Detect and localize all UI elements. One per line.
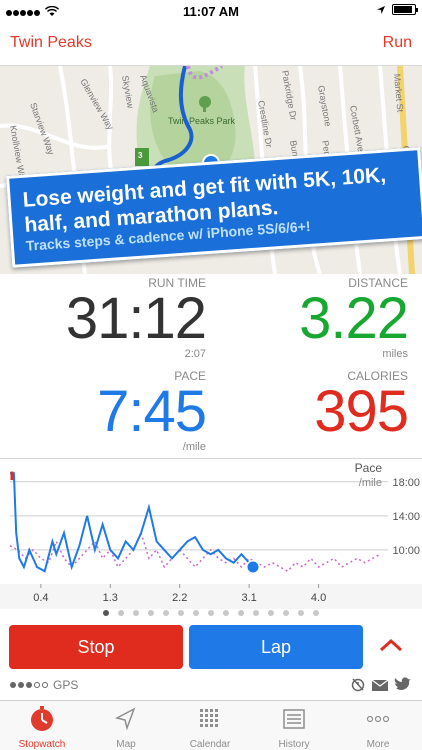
tab-calendar[interactable]: Calendar	[168, 705, 252, 750]
wifi-icon	[45, 6, 59, 16]
chart-title: Pace	[355, 461, 383, 475]
target-pace-series-line	[9, 530, 381, 573]
chart-unit: /mile	[359, 477, 382, 489]
distance-label: DISTANCE	[348, 276, 408, 290]
run-type-button[interactable]: Run	[382, 34, 412, 51]
mile-marker	[135, 148, 149, 166]
tab-label: History	[278, 739, 310, 750]
signal-indicator	[6, 4, 59, 19]
park-label: Twin Peaks Park	[168, 116, 236, 126]
x-tick-label: 3.1	[241, 592, 256, 604]
y-tick-label: 10:00	[392, 545, 420, 557]
page-dot[interactable]	[298, 610, 304, 616]
pace-unit: /mile	[182, 441, 206, 453]
tab-label: Map	[116, 739, 136, 750]
history-icon	[283, 709, 305, 729]
run-time-label: RUN TIME	[148, 276, 206, 290]
pace-chart[interactable]: 18:00 14:00 10:00 Pace/mile 0.4 1.3 2.2 3.1 4.0	[0, 458, 422, 609]
page-dot[interactable]	[178, 610, 184, 616]
battery-icon	[392, 4, 418, 15]
page-dot[interactable]	[193, 610, 199, 616]
run-time-stat[interactable]: RUN TIME 31:12 2:07	[60, 276, 207, 360]
tab-history[interactable]: History	[252, 705, 336, 750]
page-indicator[interactable]	[0, 610, 422, 622]
park-tree-icon	[199, 96, 211, 108]
route-title-button[interactable]: Twin Peaks	[10, 34, 92, 51]
status-bar: 11:07 AM	[0, 0, 422, 22]
pace-stat[interactable]: PACE 7:45 /mile	[60, 369, 207, 453]
distance-unit: miles	[382, 348, 408, 360]
page-dot[interactable]	[163, 610, 169, 616]
calories-value: 395	[314, 379, 409, 444]
location-arrow-icon	[377, 5, 385, 14]
distance-stat[interactable]: DISTANCE 3.22 miles	[270, 276, 409, 360]
tab-label: Stopwatch	[18, 739, 66, 750]
stop-button[interactable]: Stop	[9, 625, 183, 669]
page-dot[interactable]	[223, 610, 229, 616]
page-dot[interactable]	[133, 610, 139, 616]
tab-map[interactable]: Map	[84, 705, 168, 750]
map-arrow-icon	[114, 707, 136, 731]
tab-label: More	[366, 739, 390, 750]
nav-bar: Twin Peaks Run	[0, 22, 422, 66]
timer-off-icon[interactable]	[350, 676, 366, 692]
status-time: 11:07 AM	[183, 4, 239, 19]
street-label: Market St	[392, 73, 405, 113]
x-tick-label: 4.0	[311, 592, 326, 604]
page-dot[interactable]	[103, 610, 109, 616]
email-icon[interactable]	[371, 676, 389, 692]
tab-bar: Stopwatch Map Calendar History More	[0, 700, 422, 750]
page-dot[interactable]	[148, 610, 154, 616]
x-tick-label: 1.3	[103, 592, 118, 604]
run-time-value: 31:12	[65, 286, 207, 351]
gps-status: GPS	[10, 678, 78, 692]
lap-time-value: 2:07	[184, 348, 206, 360]
chevron-up-icon[interactable]	[378, 636, 404, 656]
distance-value: 3.22	[299, 286, 409, 351]
tab-label: Calendar	[189, 739, 231, 750]
signal-dots-icon	[6, 4, 41, 19]
y-tick-label: 18:00	[392, 477, 420, 489]
page-dot[interactable]	[268, 610, 274, 616]
current-point	[247, 561, 259, 573]
x-tick-label: 0.4	[33, 592, 48, 604]
pace-label: PACE	[174, 369, 206, 383]
tab-more[interactable]: More	[336, 705, 420, 750]
more-icon	[366, 715, 390, 723]
page-dot[interactable]	[208, 610, 214, 616]
y-tick-label: 14:00	[392, 511, 420, 523]
page-dot[interactable]	[238, 610, 244, 616]
x-tick-label: 2.2	[172, 592, 187, 604]
x-axis-band	[0, 584, 422, 609]
calendar-icon	[200, 709, 218, 727]
pace-series-line	[10, 472, 254, 573]
svg-text:3: 3	[138, 151, 143, 160]
page-dot[interactable]	[253, 610, 259, 616]
page-dot[interactable]	[283, 610, 289, 616]
lap-button[interactable]: Lap	[189, 625, 363, 669]
gps-label: GPS	[53, 678, 79, 692]
stopwatch-icon	[31, 706, 53, 731]
calories-stat[interactable]: CALORIES 395	[270, 369, 409, 444]
twitter-icon[interactable]	[394, 676, 412, 692]
calories-label: CALORIES	[347, 369, 408, 383]
page-dot[interactable]	[313, 610, 319, 616]
tab-stopwatch[interactable]: Stopwatch	[0, 705, 84, 750]
pace-value: 7:45	[97, 379, 207, 444]
page-dot[interactable]	[118, 610, 124, 616]
